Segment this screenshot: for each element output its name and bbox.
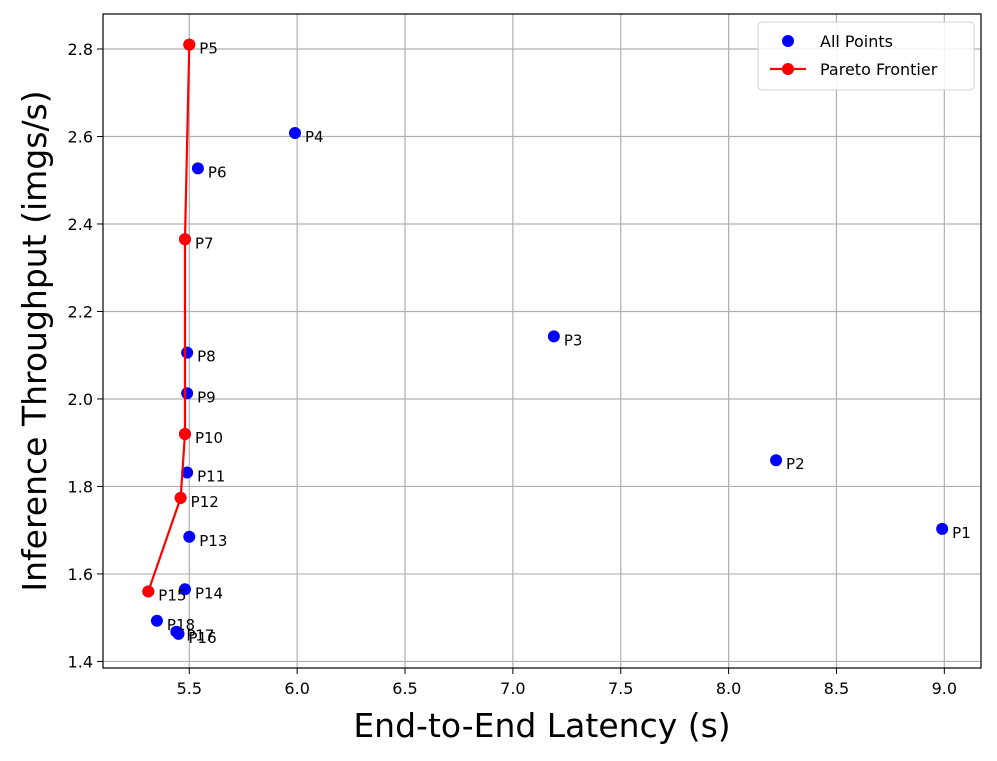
- pareto-point-p15: [142, 585, 155, 598]
- pareto-point-p5: [183, 38, 196, 51]
- point-label: P8: [197, 348, 216, 366]
- point-label: P14: [195, 584, 223, 602]
- point-label: P15: [158, 586, 186, 604]
- plot-area-frame: [102, 13, 982, 669]
- axis-ticks: 5.5 6.0 6.5 7.0 7.5 8.0 8.5 9.0 1.4 1.6 1.8 2.0 2.2 2…: [68, 40, 958, 698]
- x-tick-label: 6.5: [392, 679, 417, 698]
- y-tick-label: 1.8: [68, 477, 93, 496]
- point-label: P3: [564, 331, 583, 349]
- y-axis-label: Inference Throughput (imgs/s): [15, 90, 54, 591]
- point-label: P2: [786, 455, 805, 473]
- x-tick-label: 6.0: [284, 679, 309, 698]
- pareto-point-p10: [178, 427, 191, 440]
- point-p9: [181, 387, 194, 400]
- point-p1: [936, 522, 949, 535]
- x-tick-label: 7.5: [608, 679, 633, 698]
- x-tick-label: 5.5: [177, 679, 202, 698]
- point-label: P10: [195, 429, 223, 447]
- point-label: P5: [199, 40, 218, 58]
- legend: All Points Pareto Frontier: [757, 21, 975, 91]
- point-label: P1: [952, 524, 971, 542]
- point-p2: [770, 454, 783, 467]
- point-label: P17: [186, 627, 214, 645]
- point-label: P12: [191, 493, 219, 511]
- point-p4: [288, 126, 301, 139]
- point-label: P7: [195, 234, 214, 252]
- point-label: P9: [197, 388, 216, 406]
- x-tick-label: 9.0: [932, 679, 957, 698]
- point-p14: [178, 583, 191, 596]
- point-label: P16: [189, 629, 217, 647]
- x-axis-label: End-to-End Latency (s): [353, 706, 730, 745]
- point-label: P11: [197, 467, 225, 485]
- y-tick-label: 1.4: [68, 652, 93, 671]
- pareto-frontier-line: [147, 44, 191, 592]
- legend-marker: [782, 63, 794, 75]
- x-tick-label: 8.5: [824, 679, 849, 698]
- point-p11: [181, 466, 194, 479]
- grid: [103, 14, 981, 668]
- y-tick-label: 2.8: [68, 40, 93, 59]
- series: P1P2P3P4P5P6P7P8P9P10P11P12P13P14P15P16P…: [142, 38, 971, 647]
- y-tick-label: 2.2: [68, 302, 93, 321]
- point-p6: [191, 162, 204, 175]
- y-tick-label: 2.6: [68, 127, 93, 146]
- point-p8: [181, 346, 194, 359]
- legend-label: All Points: [820, 32, 893, 51]
- point-p13: [183, 530, 196, 543]
- pareto-point-p7: [178, 233, 191, 246]
- point-p3: [547, 330, 560, 343]
- legend-marker: [782, 35, 794, 47]
- point-label: P13: [199, 532, 227, 550]
- legend-box: [757, 21, 975, 91]
- y-tick-label: 1.6: [68, 565, 93, 584]
- x-tick-label: 7.0: [500, 679, 525, 698]
- point-p17: [170, 625, 183, 638]
- pareto-point-p12: [174, 491, 187, 504]
- point-label: P18: [167, 616, 195, 634]
- y-tick-label: 2.4: [68, 215, 93, 234]
- y-tick-label: 2.0: [68, 390, 93, 409]
- point-label: P6: [208, 163, 227, 181]
- point-p18: [150, 614, 163, 627]
- x-tick-label: 8.0: [716, 679, 741, 698]
- legend-label: Pareto Frontier: [820, 60, 938, 79]
- point-label: P4: [305, 128, 324, 146]
